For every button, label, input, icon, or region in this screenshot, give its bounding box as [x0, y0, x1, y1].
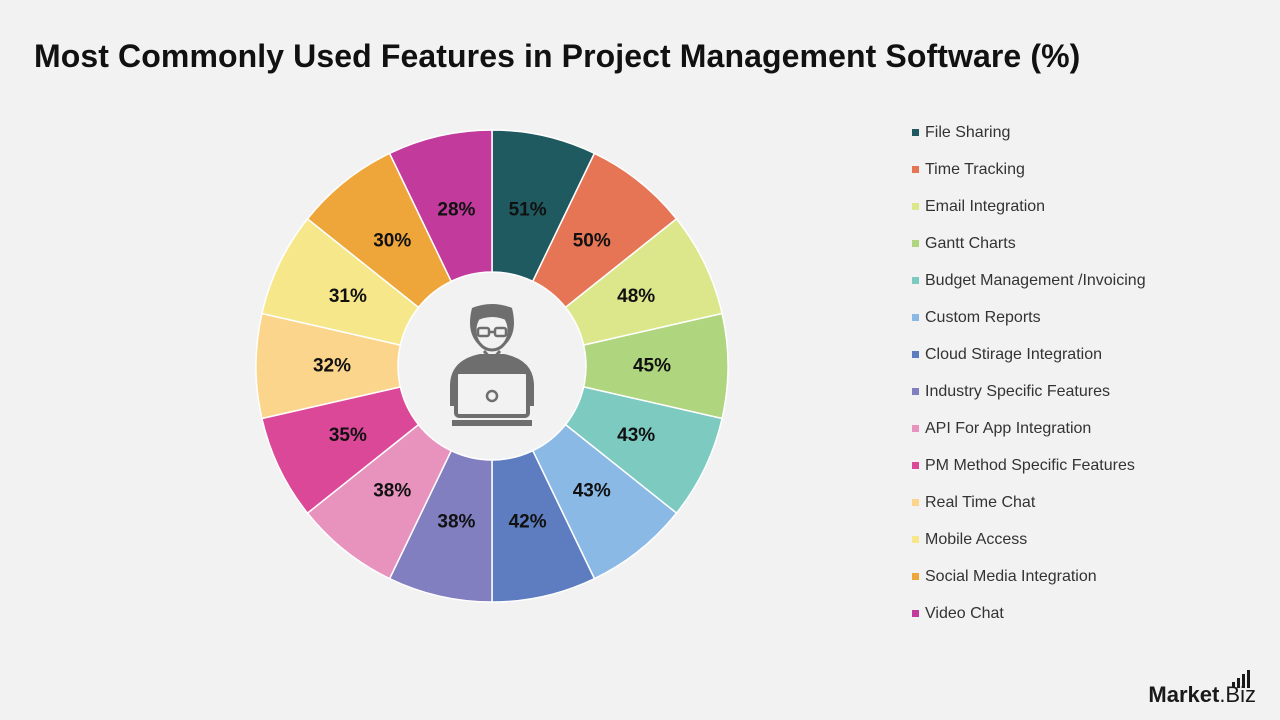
- legend-swatch: [912, 536, 919, 543]
- brand-logo: Market .Biz: [1148, 670, 1256, 707]
- legend-swatch: [912, 573, 919, 580]
- legend-swatch: [912, 425, 919, 432]
- legend-label: File Sharing: [925, 123, 1011, 141]
- legend-swatch: [912, 166, 919, 173]
- data-label: 31%: [329, 286, 367, 307]
- data-label: 42%: [509, 511, 547, 532]
- slice-video-chat: [388, 129, 493, 283]
- legend-label: PM Method Specific Features: [925, 456, 1135, 474]
- legend-label: Custom Reports: [925, 308, 1041, 326]
- legend-swatch: [912, 203, 919, 210]
- legend-item: Time Tracking: [912, 151, 1146, 188]
- chart-legend: File Sharing Time Tracking Email Integrati…: [912, 114, 1146, 632]
- legend-label: Cloud Stirage Integration: [925, 345, 1102, 363]
- legend-label: Video Chat: [925, 604, 1004, 622]
- legend-label: Industry Specific Features: [925, 382, 1110, 400]
- legend-label: Time Tracking: [925, 160, 1025, 178]
- legend-item: Cloud Stirage Integration: [912, 336, 1146, 373]
- legend-item: API For App Integration: [912, 410, 1146, 447]
- legend-swatch: [912, 462, 919, 469]
- brand-bars-icon: [1232, 670, 1251, 688]
- legend-label: Email Integration: [925, 197, 1046, 215]
- legend-item: Budget Management /Invoicing: [912, 262, 1146, 299]
- legend-label: Gantt Charts: [925, 234, 1016, 252]
- legend-label: Mobile Access: [925, 530, 1028, 548]
- legend-item: Industry Specific Features: [912, 373, 1146, 410]
- legend-swatch: [912, 240, 919, 247]
- chart-title: Most Commonly Used Features in Project M…: [34, 38, 1081, 74]
- legend-item: Custom Reports: [912, 299, 1146, 336]
- data-label: 28%: [437, 200, 475, 221]
- legend-swatch: [912, 351, 919, 358]
- legend-item: Gantt Charts: [912, 225, 1146, 262]
- legend-label: Real Time Chat: [925, 493, 1036, 511]
- legend-item: Social Media Integration: [912, 558, 1146, 595]
- legend-item: File Sharing: [912, 114, 1146, 151]
- data-label: 45%: [633, 356, 671, 377]
- data-label: 35%: [329, 425, 367, 446]
- brand-biz-text: .Biz: [1219, 682, 1256, 707]
- data-label: 51%: [509, 200, 547, 221]
- legend-item: Video Chat: [912, 595, 1146, 632]
- legend-swatch: [912, 388, 919, 395]
- data-label: 30%: [373, 230, 411, 251]
- person-with-laptop-icon: [450, 304, 534, 426]
- brand-market-text: Market: [1148, 682, 1220, 707]
- legend-label: API For App Integration: [925, 419, 1092, 437]
- data-label: 38%: [373, 481, 411, 502]
- legend-item: PM Method Specific Features: [912, 447, 1146, 484]
- legend-swatch: [912, 610, 919, 617]
- data-label: 43%: [617, 425, 655, 446]
- data-label: 48%: [617, 286, 655, 307]
- legend-item: Real Time Chat: [912, 484, 1146, 521]
- legend-swatch: [912, 314, 919, 321]
- data-label: 38%: [437, 511, 475, 532]
- legend-swatch: [912, 499, 919, 506]
- legend-swatch: [912, 277, 919, 284]
- data-label: 43%: [573, 481, 611, 502]
- legend-item: Mobile Access: [912, 521, 1146, 558]
- data-label: 50%: [573, 230, 611, 251]
- legend-label: Budget Management /Invoicing: [925, 271, 1146, 289]
- data-label: 32%: [313, 356, 351, 377]
- legend-swatch: [912, 129, 919, 136]
- legend-label: Social Media Integration: [925, 567, 1097, 585]
- legend-item: Email Integration: [912, 188, 1146, 225]
